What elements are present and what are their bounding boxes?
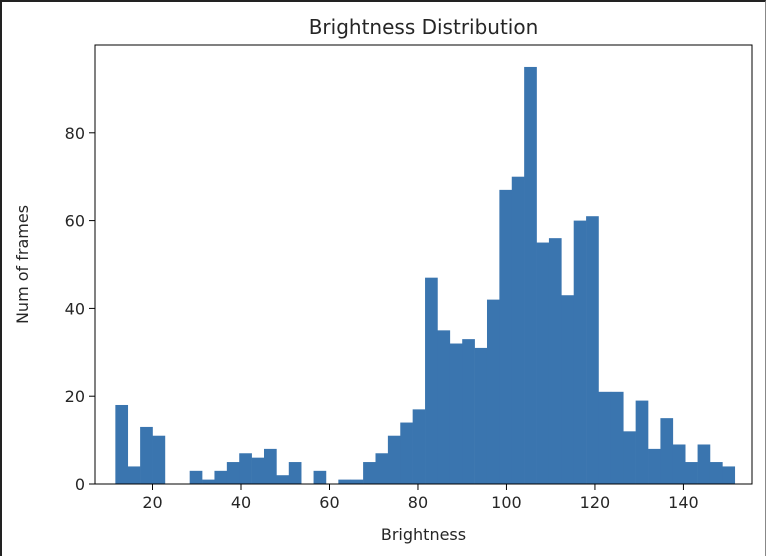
- histogram-bar: [462, 339, 475, 484]
- histogram-bar: [140, 426, 153, 484]
- histogram-bar: [536, 242, 550, 484]
- chart-title: Brightness Distribution: [309, 15, 539, 39]
- histogram-bar: [363, 462, 376, 484]
- histogram-bar: [189, 470, 203, 484]
- histogram-bar: [672, 444, 686, 484]
- x-axis: 20 40 60 80 100 120 140: [142, 484, 699, 512]
- x-axis-label: Brightness: [381, 525, 466, 544]
- histogram-bar: [214, 470, 228, 484]
- histogram-bar: [474, 347, 488, 484]
- histogram-bar: [375, 453, 389, 484]
- histogram-bar: [524, 66, 537, 484]
- histogram-bar: [623, 431, 636, 484]
- histogram-bar: [511, 176, 525, 484]
- histogram-bar: [499, 189, 513, 484]
- histogram-bar: [202, 479, 215, 484]
- histogram-bar: [425, 277, 438, 484]
- histogram-bar: [722, 466, 736, 484]
- histogram-bar: [486, 299, 500, 484]
- x-tick-label: 40: [231, 493, 251, 512]
- y-tick-label: 40: [65, 299, 85, 318]
- x-tick-label: 140: [668, 493, 699, 512]
- x-tick-label: 120: [580, 493, 611, 512]
- histogram-bar: [276, 475, 290, 484]
- histogram-bar: [635, 400, 649, 484]
- x-tick-label: 20: [142, 493, 162, 512]
- histogram-bar: [685, 462, 698, 484]
- y-axis-label: Num of frames: [13, 205, 32, 324]
- histogram-bar: [548, 238, 562, 484]
- histogram-bar: [313, 470, 327, 484]
- histogram-bar: [598, 391, 612, 484]
- x-tick-label: 100: [491, 493, 522, 512]
- histogram-bar: [561, 295, 575, 484]
- histogram-bar: [264, 448, 277, 484]
- histogram-bar: [660, 418, 674, 484]
- y-tick-label: 0: [75, 475, 85, 494]
- histogram-bar: [152, 435, 166, 484]
- histogram-bar: [251, 457, 265, 484]
- bars-group: [115, 66, 736, 484]
- histogram-bar: [437, 330, 451, 484]
- histogram-bar: [127, 466, 141, 484]
- y-tick-label: 20: [65, 387, 85, 406]
- histogram-bar: [400, 422, 413, 484]
- histogram-bar: [115, 404, 129, 484]
- histogram-bar: [573, 220, 587, 484]
- histogram-bar: [239, 453, 252, 484]
- histogram-bar: [350, 479, 364, 484]
- histogram-bar: [697, 444, 711, 484]
- histogram-bar: [610, 391, 624, 484]
- y-tick-label: 80: [65, 124, 85, 143]
- histogram-bar: [709, 462, 723, 484]
- y-tick-label: 60: [65, 212, 85, 231]
- histogram-bar: [586, 216, 599, 484]
- histogram-bar: [338, 479, 352, 484]
- histogram-bar: [288, 462, 302, 484]
- y-axis: 0 20 40 60 80: [65, 124, 95, 494]
- axes-frame: [94, 44, 753, 485]
- histogram-bar: [226, 462, 240, 484]
- histogram-bar: [387, 435, 401, 484]
- x-tick-label: 60: [319, 493, 339, 512]
- x-tick-label: 80: [408, 493, 428, 512]
- histogram-bar: [412, 409, 426, 484]
- histogram-bar: [449, 343, 463, 484]
- histogram-bar: [648, 448, 661, 484]
